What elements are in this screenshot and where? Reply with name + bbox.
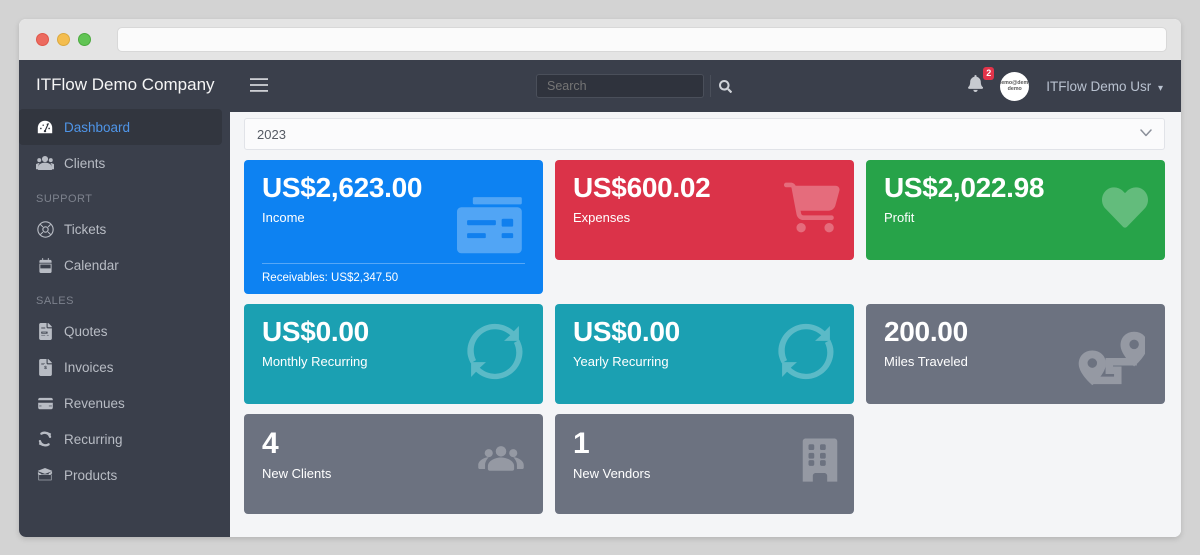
svg-text:$: $	[44, 364, 47, 370]
